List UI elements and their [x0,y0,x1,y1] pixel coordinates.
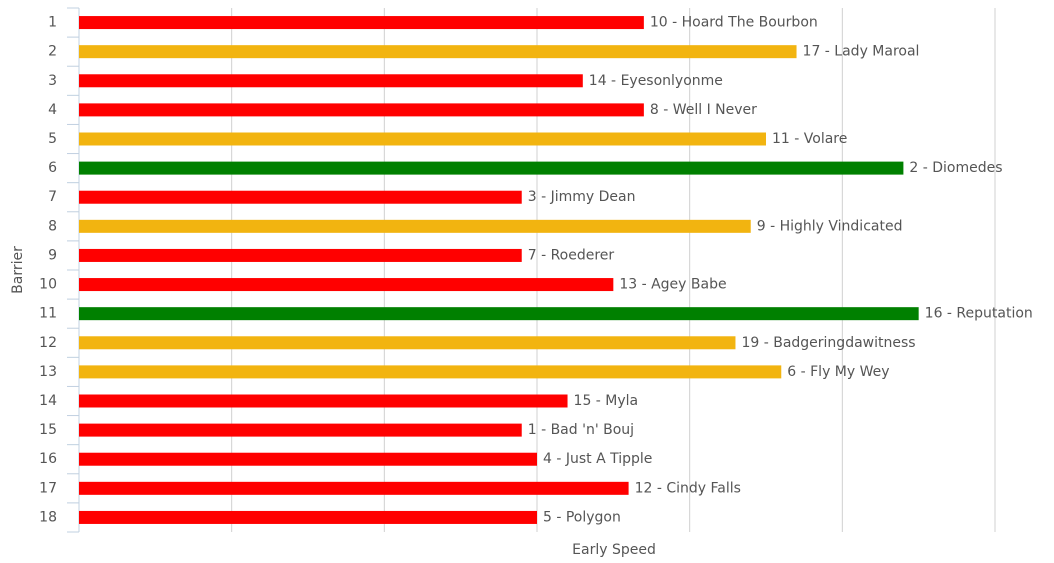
bar [79,394,568,408]
bar-label: 15 - Myla [574,393,639,409]
y-tick-label: 9 [48,247,57,263]
bar-label: 2 - Diomedes [909,160,1002,176]
bar [79,423,522,437]
bar-label: 19 - Badgeringdawitness [741,335,915,351]
y-tick-label: 15 [39,422,57,438]
bar-label: 9 - Highly Vindicated [757,218,903,234]
bar [79,219,751,233]
bar [79,190,522,204]
y-axis-label: Barrier [10,246,26,294]
y-tick-label: 1 [48,15,57,31]
y-tick-label: 4 [48,102,57,118]
y-tick-label: 10 [39,277,57,293]
y-tick-label: 2 [48,44,57,60]
bar-label: 16 - Reputation [925,306,1033,322]
bar-label: 11 - Volare [772,131,847,147]
bar [79,452,537,466]
y-tick-label: 6 [48,160,57,176]
bar-label: 5 - Polygon [543,509,621,525]
bar-label: 17 - Lady Maroal [803,44,920,60]
y-tick-label: 13 [39,364,57,380]
bar-label: 1 - Bad 'n' Bouj [528,422,634,438]
bar-label: 12 - Cindy Falls [635,480,741,496]
y-tick-label: 14 [39,393,57,409]
bar [79,103,644,117]
y-tick-label: 5 [48,131,57,147]
y-tick-label: 8 [48,218,57,234]
bar-label: 4 - Just A Tipple [543,451,652,467]
bar [79,161,904,175]
y-tick-label: 7 [48,189,57,205]
x-axis-label: Early Speed [572,542,656,558]
bar [79,278,614,292]
y-tick-label: 11 [39,306,57,322]
bar [79,16,644,30]
bar-label: 3 - Jimmy Dean [528,189,636,205]
bar [79,248,522,262]
y-tick-label: 18 [39,509,57,525]
bar-label: 10 - Hoard The Bourbon [650,15,818,31]
bar [79,307,919,321]
bar [79,365,782,379]
bar [79,510,537,524]
bar [79,132,766,146]
bar-label: 14 - Eyesonlyonme [589,73,723,89]
bar [79,45,797,59]
bar [79,74,583,88]
bar [79,481,629,495]
y-tick-label: 16 [39,451,57,467]
bar-label: 8 - Well I Never [650,102,757,118]
bar [79,336,736,350]
y-tick-label: 12 [39,335,57,351]
bar-label: 7 - Roederer [528,247,615,263]
y-tick-label: 3 [48,73,57,89]
bar-label: 6 - Fly My Wey [787,364,889,380]
bar-label: 13 - Agey Babe [619,277,726,293]
y-tick-label: 17 [39,480,57,496]
